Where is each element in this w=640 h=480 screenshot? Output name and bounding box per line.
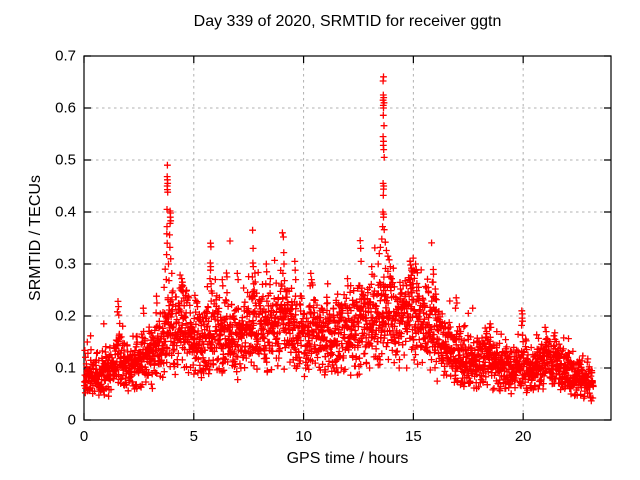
- y-tick-label: 0.6: [55, 99, 76, 117]
- x-tick-label: 15: [405, 428, 422, 445]
- x-axis-label: GPS time / hours: [286, 450, 409, 467]
- x-tick-label: 0: [79, 428, 89, 445]
- y-tick-label: 0.5: [55, 151, 76, 169]
- grid-lines: [84, 56, 611, 420]
- y-tick-label: 0.7: [55, 47, 76, 65]
- scatter-points: [81, 73, 597, 405]
- plot-border: [83, 55, 612, 421]
- x-tick-label: 10: [295, 428, 312, 445]
- y-tick-label: 0.4: [55, 203, 76, 221]
- x-tick-label: 5: [189, 428, 198, 445]
- chart-title: Day 339 of 2020, SRMTID for receiver ggt…: [193, 13, 502, 30]
- x-tick-label: 20: [514, 428, 532, 445]
- y-tick-label: 0: [67, 411, 76, 429]
- y-tick-label: 0.3: [55, 255, 76, 273]
- y-tick-label: 0.1: [55, 359, 76, 377]
- y-axis-label: SRMTID / TECUs: [27, 175, 44, 301]
- y-tick-label: 0.2: [55, 307, 76, 325]
